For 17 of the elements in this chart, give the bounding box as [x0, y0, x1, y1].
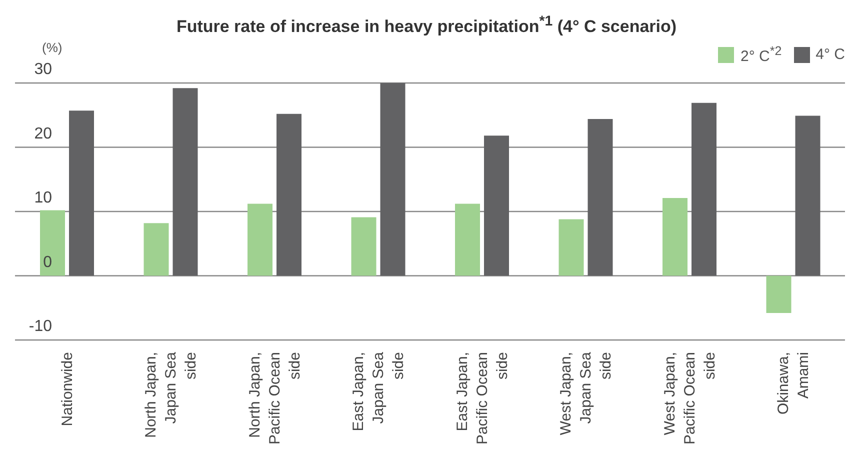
x-tick-label: North Japan, Pacific Ocean side	[246, 352, 304, 445]
y-tick-label: 0	[43, 254, 52, 271]
legend-label: 2° C$^{*2}$	[740, 44, 782, 65]
x-tick-label: East Japan, Japan Sea side	[350, 351, 408, 432]
legend-label: 4° C	[816, 46, 845, 63]
x-tick-label: East Japan, Pacific Ocean side	[454, 352, 511, 445]
chart-title: Future rate of increase in heavy precipitation$^{*1}$ (4° C scenario)	[176, 13, 677, 36]
x-tick-label: West Japan, Japan Sea side	[558, 351, 615, 436]
x-tick-label: West Japan, Pacific Ocean side	[661, 352, 718, 445]
y-tick-label: 20	[34, 125, 52, 142]
x-tick-label: Okinawa, Amami	[775, 352, 812, 415]
y-tick-label: 10	[34, 190, 52, 206]
x-tick-label: North Japan, Japan Sea side	[142, 351, 200, 438]
y-tick-label: 30	[34, 61, 52, 78]
x-tick-label: Nationwide	[58, 352, 76, 426]
y-tick-label: -10	[28, 318, 52, 335]
y-axis-title: (%)	[42, 40, 62, 55]
